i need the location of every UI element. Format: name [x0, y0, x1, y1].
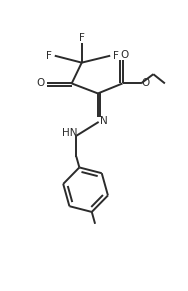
Text: O: O [37, 79, 45, 88]
Text: O: O [121, 50, 129, 60]
Text: HN: HN [62, 129, 78, 139]
Text: N: N [100, 116, 108, 126]
Text: F: F [113, 51, 119, 61]
Text: F: F [46, 51, 52, 61]
Text: O: O [142, 79, 150, 88]
Text: F: F [79, 33, 85, 43]
